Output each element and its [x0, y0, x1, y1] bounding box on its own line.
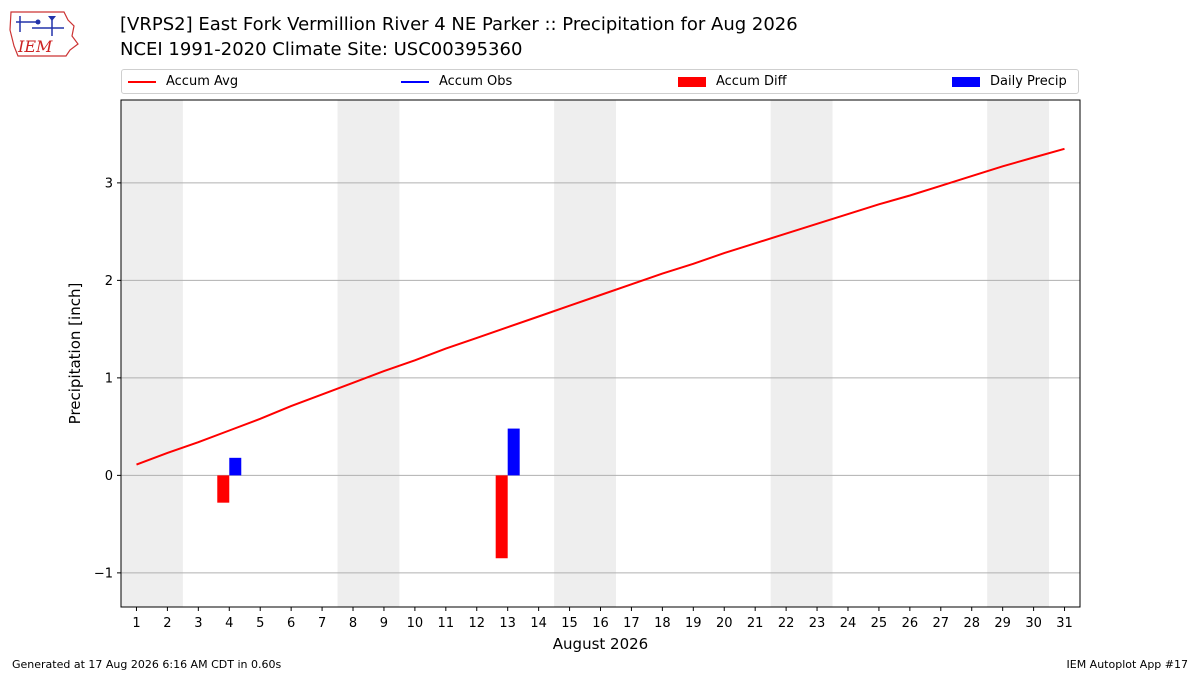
- x-tick-label-14: 14: [530, 616, 547, 631]
- x-tick-label-30: 30: [1025, 616, 1042, 631]
- x-tick-label-10: 10: [407, 616, 424, 631]
- x-tick-label-9: 9: [380, 616, 388, 631]
- x-tick-label-31: 31: [1056, 616, 1073, 631]
- legend-swatch-daily-precip: [952, 76, 980, 87]
- legend-label-daily-precip: Daily Precip: [990, 74, 1067, 89]
- x-tick-label-28: 28: [963, 616, 980, 631]
- accum-avg-line: [136, 147, 1065, 466]
- x-tick-label-22: 22: [778, 616, 795, 631]
- x-tick-label-24: 24: [840, 616, 857, 631]
- x-tick-label-18: 18: [654, 616, 671, 631]
- weekend-shade-4: [770, 100, 833, 607]
- y-tick-label-4: 3: [105, 176, 113, 191]
- x-tick-label-20: 20: [716, 616, 733, 631]
- daily-precip-bar-4: [229, 457, 242, 476]
- x-tick-label-15: 15: [561, 616, 578, 631]
- x-tick-label-16: 16: [592, 616, 609, 631]
- chart-title: [VRPS2] East Fork Vermillion River 4 NE …: [120, 12, 798, 62]
- logo-text: IEM: [17, 37, 53, 56]
- legend-swatch-accum-obs: [401, 80, 429, 83]
- legend-item-accum-avg: Accum Avg: [128, 70, 238, 93]
- iem-logo: IEM: [9, 11, 79, 57]
- weekend-shade-3: [554, 100, 616, 607]
- x-tick-label-21: 21: [747, 616, 764, 631]
- x-tick-label-29: 29: [994, 616, 1011, 631]
- legend-label-accum-diff: Accum Diff: [716, 74, 787, 89]
- legend-item-accum-diff: Accum Diff: [678, 70, 787, 93]
- x-tick-label-27: 27: [933, 616, 950, 631]
- legend-item-daily-precip: Daily Precip: [952, 70, 1067, 93]
- x-tick-label-19: 19: [685, 616, 702, 631]
- y-tick-label-0: −1: [94, 566, 113, 581]
- x-tick-label-12: 12: [468, 616, 485, 631]
- x-tick-label-11: 11: [438, 616, 455, 631]
- x-tick-label-25: 25: [871, 616, 888, 631]
- footer-generated-text: Generated at 17 Aug 2026 6:16 AM CDT in …: [12, 658, 282, 671]
- legend-swatch-accum-diff: [678, 76, 706, 87]
- weekend-shade-2: [337, 100, 400, 607]
- x-tick-label-1: 1: [132, 616, 140, 631]
- y-tick-label-3: 2: [105, 274, 113, 289]
- title-line-1: [VRPS2] East Fork Vermillion River 4 NE …: [120, 14, 798, 35]
- accum-diff-bar-13: [495, 475, 508, 559]
- legend-item-accum-obs: Accum Obs: [401, 70, 512, 93]
- x-tick-label-13: 13: [499, 616, 516, 631]
- daily-precip-bar-13: [507, 428, 520, 476]
- y-tick-label-2: 1: [105, 371, 113, 386]
- accum-diff-bar-4: [217, 475, 230, 503]
- weekend-shade-1: [121, 100, 183, 607]
- x-tick-label-5: 5: [256, 616, 264, 631]
- title-line-2: NCEI 1991-2020 Climate Site: USC00395360: [120, 39, 523, 60]
- x-tick-label-6: 6: [287, 616, 295, 631]
- y-tick-label-1: 0: [105, 469, 113, 484]
- x-tick-label-3: 3: [194, 616, 202, 631]
- legend: Accum Avg Accum Obs Accum Diff Daily Pre…: [121, 69, 1079, 94]
- legend-swatch-accum-avg: [128, 80, 156, 83]
- footer-app-label: IEM Autoplot App #17: [1066, 658, 1189, 671]
- x-axis-label: August 2026: [553, 635, 648, 653]
- x-tick-label-26: 26: [902, 616, 919, 631]
- x-tick-label-4: 4: [225, 616, 233, 631]
- x-tick-label-2: 2: [163, 616, 171, 631]
- legend-label-accum-avg: Accum Avg: [166, 74, 239, 89]
- x-tick-label-17: 17: [623, 616, 640, 631]
- y-axis-label: Precipitation [inch]: [66, 283, 84, 425]
- x-tick-label-23: 23: [809, 616, 826, 631]
- weekend-shade-5: [987, 100, 1050, 607]
- x-tick-label-8: 8: [349, 616, 357, 631]
- x-tick-label-7: 7: [318, 616, 326, 631]
- legend-label-accum-obs: Accum Obs: [439, 74, 513, 89]
